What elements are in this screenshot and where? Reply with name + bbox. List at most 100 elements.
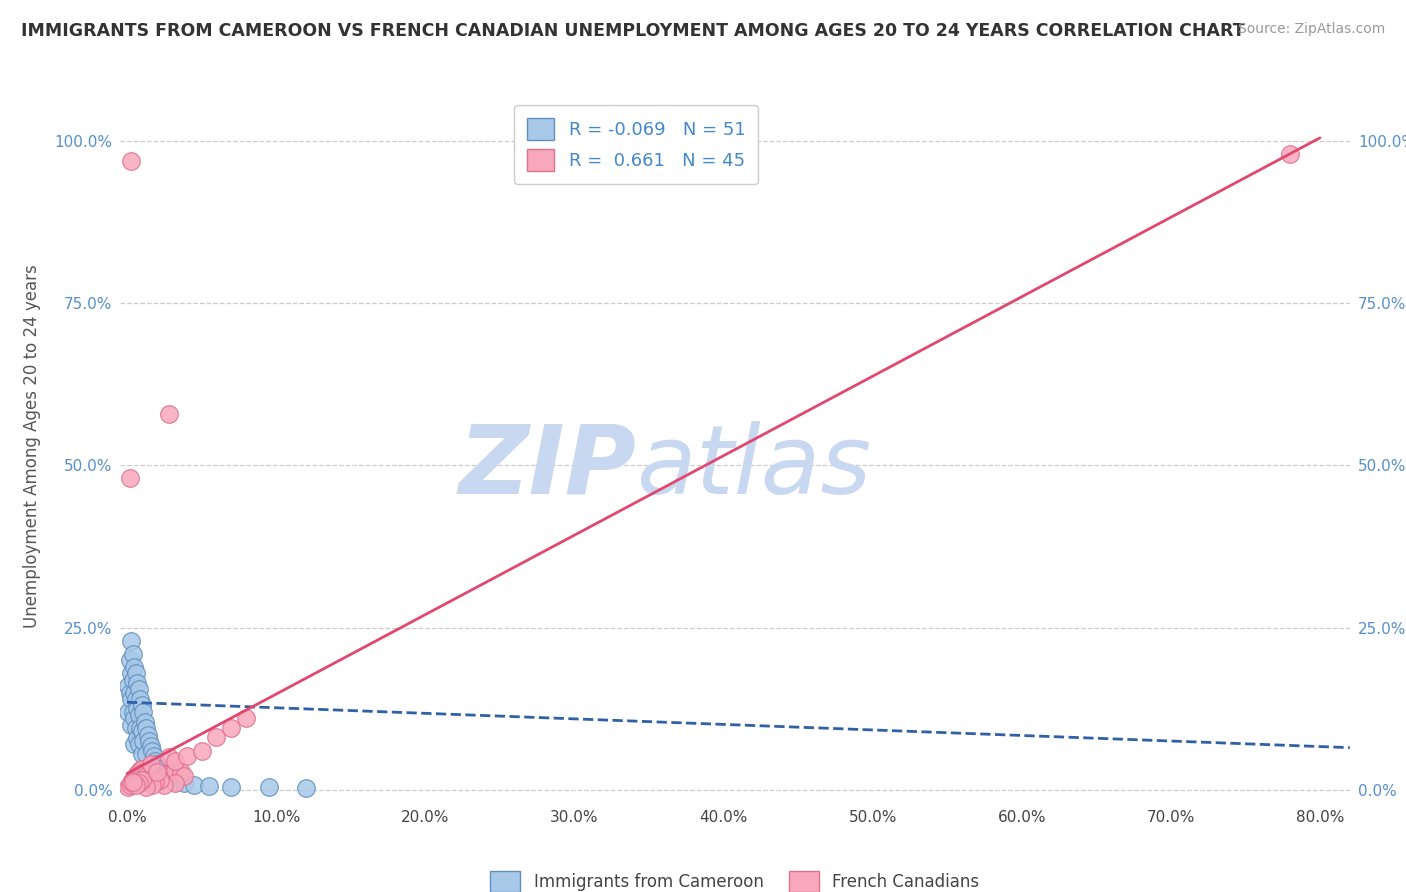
Point: [198, 779, 221, 793]
Point: [205, 730, 228, 744]
Point: [125, 721, 148, 735]
Point: [141, 778, 163, 792]
Point: [125, 692, 148, 706]
Point: [235, 711, 257, 725]
Point: [131, 724, 153, 739]
Point: [122, 773, 145, 788]
Point: [139, 739, 162, 753]
Point: [125, 768, 148, 782]
Point: [127, 731, 149, 745]
Point: [132, 734, 155, 748]
Point: [131, 762, 153, 776]
Point: [118, 653, 141, 667]
Point: [1279, 147, 1302, 161]
Point: [120, 153, 142, 168]
Point: [125, 666, 148, 681]
Point: [128, 764, 150, 779]
Point: [163, 764, 186, 778]
Point: [257, 780, 280, 795]
Point: [127, 675, 149, 690]
Point: [135, 721, 157, 735]
Point: [118, 471, 141, 485]
Point: [139, 756, 162, 771]
Text: ZIP: ZIP: [458, 421, 636, 514]
Point: [157, 407, 180, 421]
Point: [169, 764, 191, 779]
Point: [128, 738, 150, 752]
Point: [146, 764, 169, 779]
Point: [135, 747, 157, 761]
Point: [138, 734, 160, 748]
Point: [120, 666, 142, 681]
Point: [136, 728, 159, 742]
Point: [143, 775, 166, 789]
Point: [128, 708, 150, 723]
Point: [129, 721, 152, 735]
Point: [127, 702, 149, 716]
Point: [163, 754, 186, 768]
Point: [132, 764, 155, 779]
Point: [124, 711, 146, 725]
Point: [221, 721, 243, 735]
Point: [122, 775, 145, 789]
Point: [124, 685, 146, 699]
Point: [132, 705, 155, 719]
Text: atlas: atlas: [636, 421, 872, 514]
Point: [120, 633, 142, 648]
Point: [122, 673, 145, 687]
Point: [163, 773, 186, 788]
Point: [124, 771, 146, 785]
Point: [117, 705, 139, 719]
Point: [124, 738, 146, 752]
Legend: Immigrants from Cameroon, French Canadians: Immigrants from Cameroon, French Canadia…: [484, 864, 986, 892]
Point: [173, 768, 195, 782]
Point: [118, 778, 141, 792]
Point: [131, 698, 153, 713]
Point: [141, 744, 163, 758]
Point: [141, 773, 163, 788]
Point: [149, 771, 172, 785]
Point: [176, 749, 198, 764]
Point: [163, 776, 186, 790]
Point: [157, 750, 180, 764]
Point: [157, 766, 180, 780]
Point: [127, 766, 149, 780]
Point: [149, 773, 172, 788]
Point: [129, 764, 152, 778]
Point: [134, 714, 156, 729]
Point: [117, 780, 139, 794]
Point: [173, 776, 195, 790]
Point: [135, 780, 157, 794]
Point: [120, 692, 142, 706]
Point: [157, 771, 180, 785]
Point: [153, 766, 176, 780]
Point: [120, 775, 142, 789]
Point: [190, 744, 212, 758]
Point: [128, 682, 150, 697]
Point: [128, 776, 150, 790]
Point: [124, 659, 146, 673]
Point: [120, 718, 142, 732]
Point: [117, 679, 139, 693]
Point: [135, 768, 157, 782]
Point: [143, 754, 166, 768]
Point: [153, 768, 176, 782]
Point: [142, 749, 165, 764]
Point: [221, 780, 243, 794]
Point: [131, 773, 153, 788]
Point: [146, 756, 169, 771]
Text: Source: ZipAtlas.com: Source: ZipAtlas.com: [1237, 22, 1385, 37]
Point: [122, 647, 145, 661]
Point: [138, 771, 160, 785]
Point: [122, 705, 145, 719]
Point: [295, 780, 318, 795]
Point: [129, 692, 152, 706]
Point: [131, 747, 153, 761]
Point: [149, 762, 172, 776]
Y-axis label: Unemployment Among Ages 20 to 24 years: Unemployment Among Ages 20 to 24 years: [22, 264, 41, 628]
Point: [183, 778, 205, 792]
Point: [134, 766, 156, 780]
Point: [125, 778, 148, 792]
Point: [143, 775, 166, 789]
Point: [118, 685, 141, 699]
